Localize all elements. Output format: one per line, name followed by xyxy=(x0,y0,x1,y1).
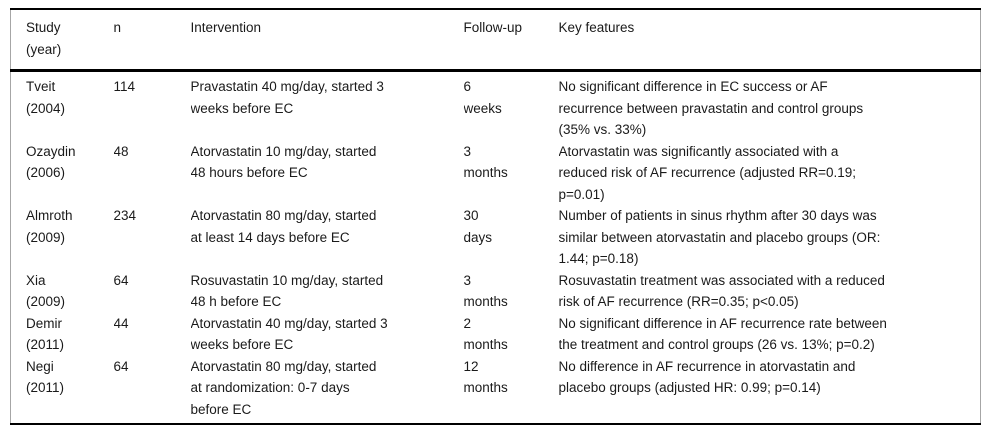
intervention-cell: Atorvastatin 40 mg/day, started 3 weeks … xyxy=(190,315,388,353)
column-header-followup: Follow-up xyxy=(463,9,559,72)
column-header-study: Study (year) xyxy=(10,9,114,72)
study-cell: Almroth (2009) xyxy=(26,208,73,245)
followup-cell: 2 months xyxy=(463,315,508,353)
n-cell: 48 xyxy=(113,143,129,159)
followup-cell: 12 months xyxy=(463,358,508,396)
followup-cell: 3 months xyxy=(463,143,508,181)
column-header-n: n xyxy=(113,9,191,72)
intervention-cell: Atorvastatin 80 mg/day, started at rando… xyxy=(190,358,377,417)
study-cell: Demir (2011) xyxy=(26,315,65,353)
column-header-intervention: Intervention xyxy=(190,9,464,72)
key-features-cell: Number of patients in sinus rhythm after… xyxy=(558,208,881,266)
key-features-cell: Atorvastatin was significantly associate… xyxy=(558,143,857,202)
key-features-cell: No significant difference in EC success … xyxy=(558,79,864,137)
study-cell: Ozaydin (2006) xyxy=(26,143,76,181)
table-row: Tveit (2004) 114 Pravastatin 40 mg/day, … xyxy=(11,71,981,141)
n-cell: 64 xyxy=(113,358,129,374)
table-row: Ozaydin (2006) 48 Atorvastatin 10 mg/day… xyxy=(11,141,981,206)
followup-cell: 3 months xyxy=(463,272,508,310)
study-cell: Xia (2009) xyxy=(26,272,66,310)
header-row: Study (year) n Intervention Follow-up Ke… xyxy=(10,9,981,72)
key-features-cell: No difference in AF recurrence in atorva… xyxy=(558,358,856,396)
key-features-cell: No significant difference in AF recurren… xyxy=(558,315,887,353)
n-cell: 234 xyxy=(113,208,137,223)
key-features-cell: Rosuvastatin treatment was associated wi… xyxy=(558,272,885,310)
intervention-cell: Atorvastatin 10 mg/day, started 48 hours… xyxy=(190,143,377,181)
intervention-cell: Rosuvastatin 10 mg/day, started 48 h bef… xyxy=(190,272,384,310)
intervention-cell: Pravastatin 40 mg/day, started 3 weeks b… xyxy=(190,79,384,116)
study-cell: Tveit (2004) xyxy=(26,79,66,116)
study-cell: Negi (2011) xyxy=(26,358,65,396)
n-cell: 64 xyxy=(113,272,129,288)
studies-table: Study (year) n Intervention Follow-up Ke… xyxy=(10,8,981,425)
table-row: Almroth (2009) 234 Atorvastatin 80 mg/da… xyxy=(11,205,981,270)
table-row: Negi (2011) 64 Atorvastatin 80 mg/day, s… xyxy=(11,356,981,425)
followup-cell: 30 days xyxy=(463,208,493,245)
table-row: Xia (2009) 64 Rosuvastatin 10 mg/day, st… xyxy=(11,270,981,313)
n-cell: 44 xyxy=(113,315,129,331)
followup-cell: 6 weeks xyxy=(463,79,502,116)
intervention-cell: Atorvastatin 80 mg/day, started at least… xyxy=(190,208,377,245)
studies-table-container: Study (year) n Intervention Follow-up Ke… xyxy=(10,8,981,425)
n-cell: 114 xyxy=(113,79,136,94)
column-header-key-features: Key features xyxy=(558,9,981,72)
table-row: Demir (2011) 44 Atorvastatin 40 mg/day, … xyxy=(11,313,981,356)
